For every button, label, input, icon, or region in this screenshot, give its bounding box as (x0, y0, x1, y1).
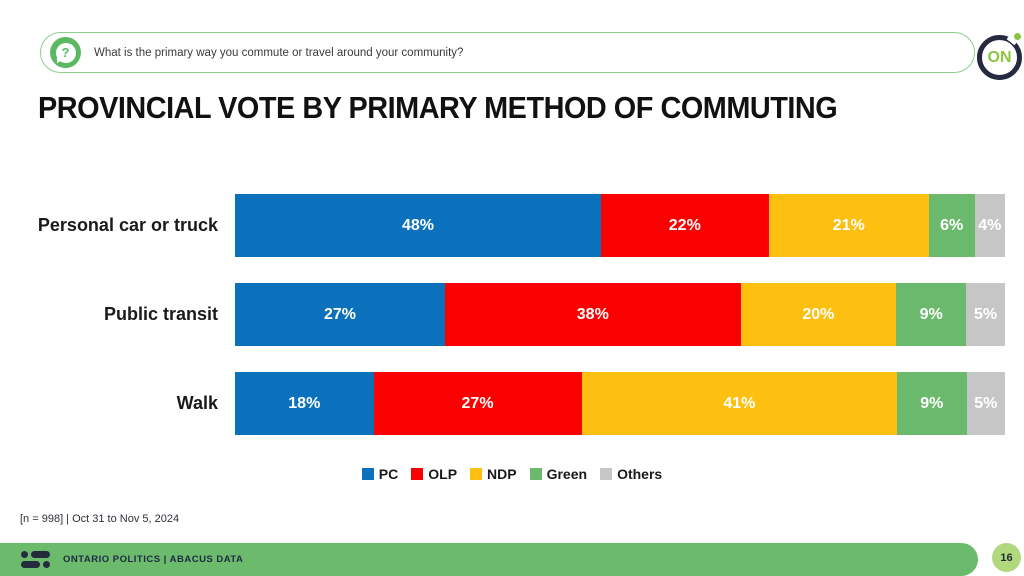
footer-label: ONTARIO POLITICS | ABACUS DATA (63, 554, 244, 565)
ontario-logo-dot-icon (1014, 33, 1021, 40)
legend-item-green: Green (529, 466, 588, 482)
bar-segment-olp: 38% (445, 283, 741, 346)
page-number-badge: 16 (992, 543, 1021, 572)
footer-bar: ONTARIO POLITICS | ABACUS DATA (0, 543, 978, 576)
abacus-logo-row (21, 561, 50, 568)
legend-swatch-icon (470, 468, 483, 480)
abacus-bead-icon (43, 561, 50, 568)
legend-label: Green (546, 466, 588, 482)
segment-value-label: 4% (978, 216, 1002, 234)
segment-value-label: 22% (668, 216, 701, 234)
bar-segment-pc: 27% (235, 283, 445, 346)
stacked-bar-chart: Personal car or truck 48% 22% 21% 6% 4% Public… (0, 194, 1006, 461)
category-label: Public transit (103, 304, 218, 324)
legend-item-others: Others (600, 466, 662, 482)
question-bubble-icon: ? (50, 37, 81, 68)
abacus-bar-icon (31, 551, 50, 558)
bar-segment-ndp: 21% (768, 194, 929, 257)
legend-label: OLP (428, 466, 458, 482)
legend-item-pc: PC (361, 466, 399, 482)
bar-segment-ndp: 41% (581, 372, 898, 435)
segment-value-label: 27% (461, 394, 494, 412)
page-title: PROVINCIAL VOTE BY PRIMARY METHOD OF COM… (38, 90, 838, 125)
abacus-bead-icon (21, 551, 28, 558)
bar-segment-olp: 22% (600, 194, 769, 257)
segment-value-label: 27% (323, 305, 357, 323)
legend-swatch-icon (411, 468, 424, 480)
bar-segment-green: 9% (896, 283, 967, 346)
chart-row: Walk 18% 27% 41% 9% 5% (0, 372, 1005, 435)
segment-value-label: 38% (576, 305, 609, 323)
sample-size-footnote: [n = 998] | Oct 31 to Nov 5, 2024 (20, 513, 180, 525)
bar-segment-ndp: 20% (740, 283, 897, 346)
legend-item-ndp: NDP (470, 466, 517, 482)
segment-value-label: 9% (919, 305, 943, 323)
legend-label: NDP (487, 466, 517, 482)
abacus-bar-icon (21, 561, 40, 568)
question-banner: ? What is the primary way you commute or… (40, 32, 975, 73)
legend-swatch-icon (529, 468, 542, 480)
category-label: Personal car or truck (37, 215, 218, 235)
segment-value-label: 20% (802, 305, 835, 323)
bar-track: 18% 27% 41% 9% 5% (235, 372, 1005, 435)
bar-track: 27% 38% 20% 9% 5% (235, 283, 1006, 346)
question-mark-glyph: ? (55, 42, 76, 63)
legend-swatch-icon (361, 468, 374, 480)
bar-segment-green: 6% (928, 194, 975, 257)
chart-row: Personal car or truck 48% 22% 21% 6% 4% (0, 194, 1005, 257)
abacus-logo-row (21, 551, 50, 558)
bar-segment-others: 4% (974, 194, 1005, 257)
legend-label: PC (378, 466, 399, 482)
abacus-data-logo (21, 551, 50, 568)
chart-legend: PC OLP NDP Green Others (0, 466, 1024, 482)
segment-value-label: 48% (401, 216, 434, 234)
bar-segment-olp: 27% (373, 372, 582, 435)
bar-segment-pc: 18% (235, 372, 374, 435)
legend-label: Others (617, 466, 663, 482)
segment-value-label: 5% (974, 305, 998, 323)
segment-value-label: 21% (832, 216, 865, 234)
survey-question-text: What is the primary way you commute or t… (94, 46, 464, 59)
chart-row: Public transit 27% 38% 20% 9% 5% (0, 283, 1006, 346)
bar-track: 48% 22% 21% 6% 4% (235, 194, 1005, 257)
ontario-logo-ring (977, 35, 1022, 80)
bar-segment-green: 9% (897, 372, 967, 435)
segment-value-label: 9% (920, 394, 944, 412)
category-label: Walk (176, 393, 218, 413)
legend-item-olp: OLP (411, 466, 457, 482)
bar-segment-others: 5% (966, 372, 1005, 435)
segment-value-label: 18% (288, 394, 321, 412)
bar-segment-others: 5% (966, 283, 1006, 346)
bar-segment-pc: 48% (235, 194, 601, 257)
ontario-logo: ON (977, 32, 1022, 80)
legend-swatch-icon (600, 468, 613, 480)
segment-value-label: 5% (974, 394, 998, 412)
segment-value-label: 6% (940, 216, 964, 234)
segment-value-label: 41% (723, 394, 756, 412)
ontario-logo-text: ON (987, 48, 1012, 66)
